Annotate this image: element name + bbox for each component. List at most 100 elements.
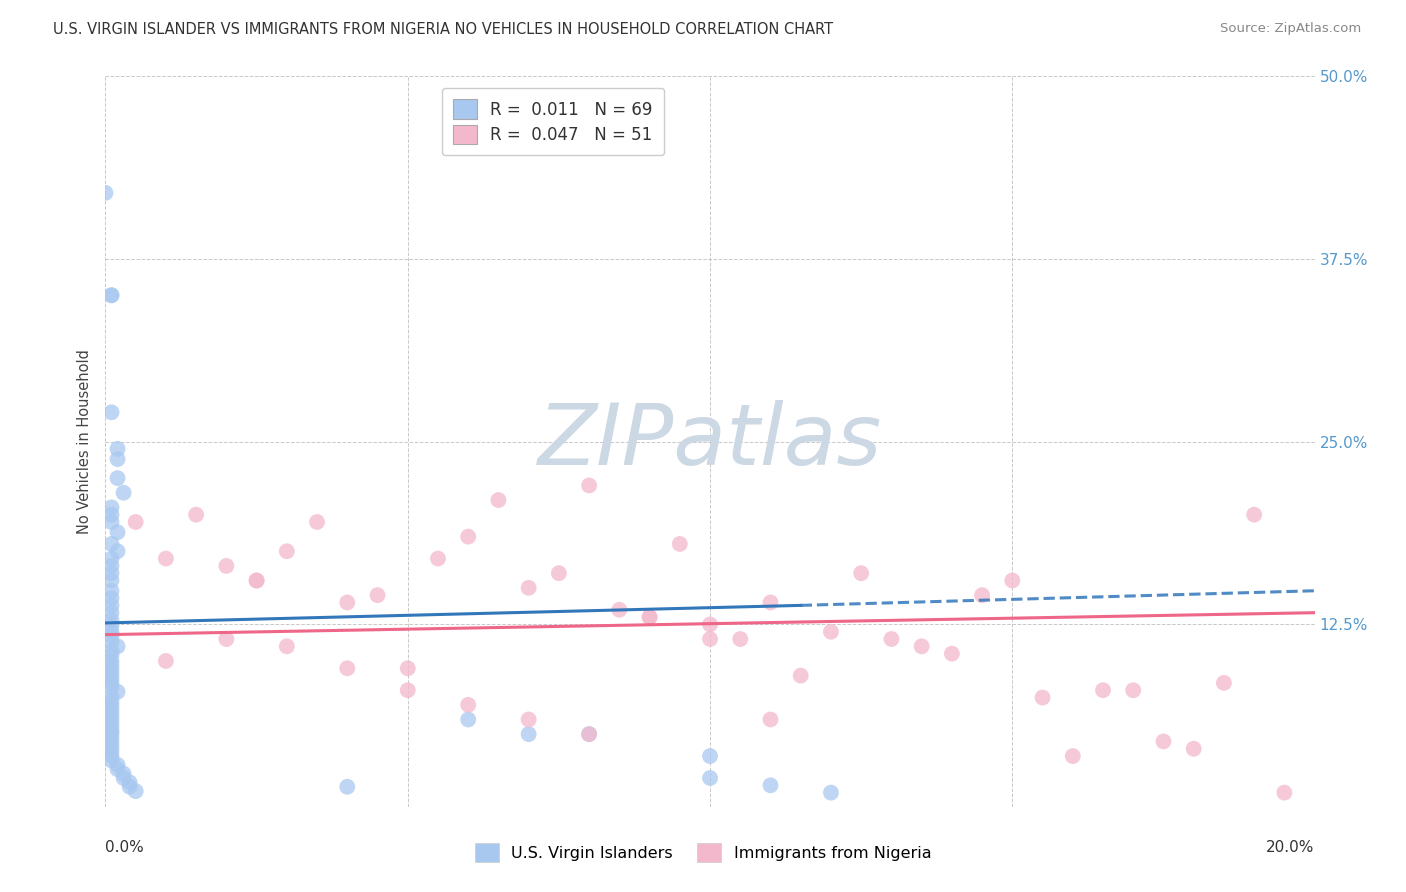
- Point: [100, 537, 122, 551]
- Point: [100, 624, 122, 639]
- Point: [1243, 508, 1265, 522]
- Point: [911, 640, 934, 654]
- Point: [100, 749, 122, 764]
- Point: [699, 617, 721, 632]
- Point: [759, 778, 782, 792]
- Point: [100, 754, 122, 768]
- Point: [107, 544, 129, 558]
- Point: [112, 485, 135, 500]
- Point: [100, 658, 122, 673]
- Point: [107, 452, 129, 467]
- Point: [1032, 690, 1054, 705]
- Point: [186, 508, 208, 522]
- Point: [100, 698, 122, 712]
- Point: [100, 515, 122, 529]
- Point: [1122, 683, 1144, 698]
- Point: [215, 632, 238, 646]
- Point: [100, 288, 122, 302]
- Point: [457, 713, 479, 727]
- Point: [820, 786, 842, 800]
- Point: [100, 599, 122, 613]
- Point: [1062, 749, 1084, 764]
- Point: [155, 551, 177, 566]
- Point: [307, 515, 329, 529]
- Point: [1092, 683, 1115, 698]
- Point: [1001, 574, 1024, 588]
- Point: [100, 711, 122, 725]
- Point: [112, 771, 135, 785]
- Point: [1182, 741, 1205, 756]
- Point: [100, 654, 122, 668]
- Point: [488, 493, 510, 508]
- Point: [970, 588, 993, 602]
- Point: [548, 566, 571, 581]
- Point: [215, 558, 238, 573]
- Point: [100, 706, 122, 721]
- Point: [366, 588, 388, 602]
- Point: [100, 648, 122, 662]
- Point: [100, 613, 122, 627]
- Text: 0.0%: 0.0%: [105, 840, 145, 855]
- Point: [669, 537, 692, 551]
- Point: [100, 731, 122, 746]
- Point: [94, 186, 117, 200]
- Point: [638, 610, 661, 624]
- Point: [849, 566, 872, 581]
- Point: [100, 591, 122, 605]
- Point: [100, 606, 122, 620]
- Point: [100, 715, 122, 730]
- Point: [427, 551, 450, 566]
- Point: [107, 757, 129, 772]
- Legend: R =  0.011   N = 69, R =  0.047   N = 51: R = 0.011 N = 69, R = 0.047 N = 51: [441, 87, 664, 155]
- Point: [107, 684, 129, 698]
- Point: [100, 663, 122, 677]
- Point: [124, 515, 148, 529]
- Point: [638, 610, 661, 624]
- Text: Source: ZipAtlas.com: Source: ZipAtlas.com: [1220, 22, 1361, 36]
- Point: [100, 702, 122, 716]
- Point: [118, 775, 141, 789]
- Point: [100, 672, 122, 686]
- Point: [100, 736, 122, 750]
- Point: [941, 647, 963, 661]
- Point: [276, 640, 298, 654]
- Point: [124, 784, 148, 798]
- Point: [699, 632, 721, 646]
- Point: [100, 689, 122, 703]
- Point: [100, 681, 122, 695]
- Point: [517, 727, 540, 741]
- Point: [100, 629, 122, 643]
- Point: [100, 720, 122, 734]
- Point: [609, 603, 631, 617]
- Point: [336, 780, 359, 794]
- Point: [100, 676, 122, 690]
- Point: [396, 683, 419, 698]
- Point: [112, 766, 135, 780]
- Point: [100, 619, 122, 633]
- Point: [699, 771, 721, 785]
- Point: [107, 442, 129, 456]
- Point: [107, 525, 129, 540]
- Point: [100, 667, 122, 681]
- Point: [155, 654, 177, 668]
- Point: [790, 668, 813, 682]
- Point: [100, 740, 122, 755]
- Point: [336, 595, 359, 609]
- Point: [457, 698, 479, 712]
- Point: [246, 574, 269, 588]
- Point: [336, 661, 359, 675]
- Point: [699, 749, 721, 764]
- Point: [107, 471, 129, 485]
- Point: [276, 544, 298, 558]
- Point: [396, 661, 419, 675]
- Point: [100, 583, 122, 598]
- Legend: U.S. Virgin Islanders, Immigrants from Nigeria: U.S. Virgin Islanders, Immigrants from N…: [468, 837, 938, 868]
- Point: [100, 574, 122, 588]
- Point: [759, 713, 782, 727]
- Point: [1274, 786, 1296, 800]
- Point: [1212, 676, 1236, 690]
- Point: [100, 644, 122, 658]
- Point: [100, 727, 122, 741]
- Text: 20.0%: 20.0%: [1267, 840, 1315, 855]
- Y-axis label: No Vehicles in Household: No Vehicles in Household: [77, 349, 93, 534]
